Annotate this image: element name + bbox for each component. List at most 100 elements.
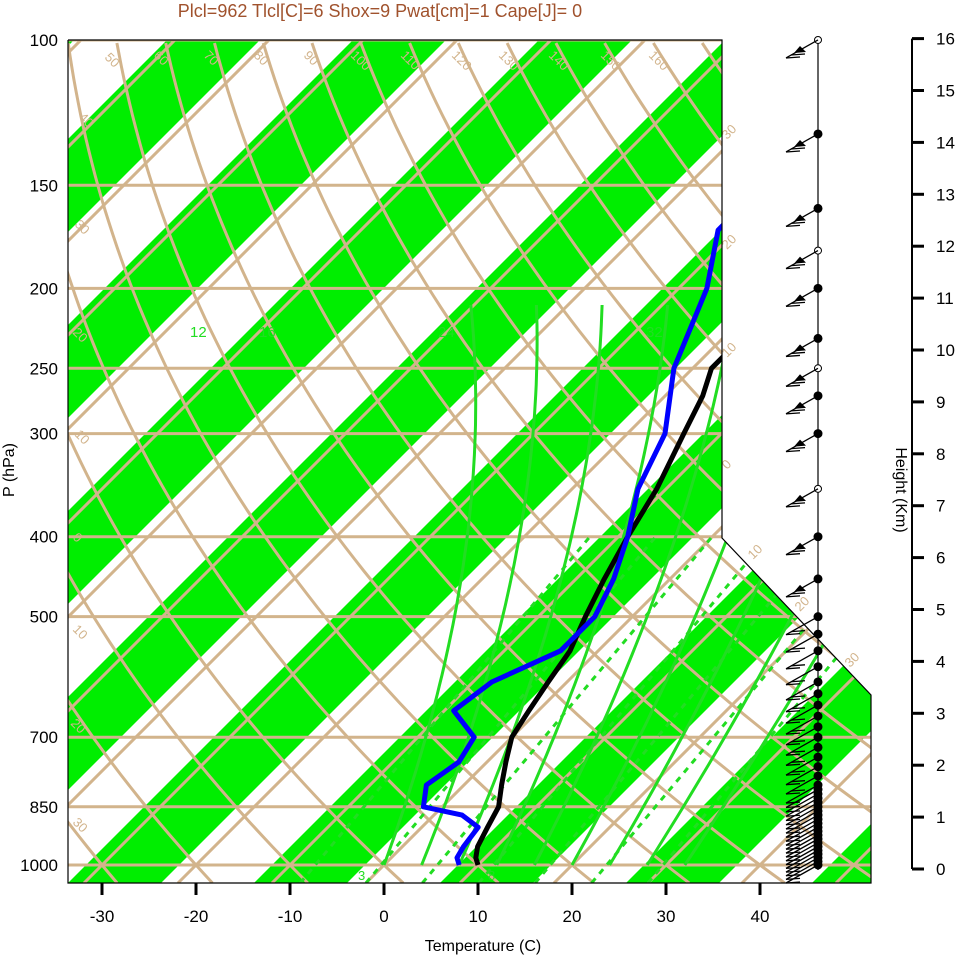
wind-barb-feather [785, 266, 801, 270]
dry-adiabat-line [68, 42, 309, 883]
wind-barb-feather [785, 805, 801, 809]
wind-barb-feather [790, 629, 806, 633]
isotherm-line [458, 40, 871, 883]
wind-barb-feather [790, 770, 806, 773]
height-tick-label: 14 [936, 133, 955, 152]
wind-barb-pennant [794, 139, 806, 147]
pressure-tick-label: 250 [30, 359, 58, 378]
wind-barb-pennant [794, 45, 806, 53]
x-axis-label: Temperature (C) [425, 938, 541, 955]
wind-barb-feather [790, 695, 806, 698]
wind-barb-feather [785, 855, 801, 858]
wind-barb-feather [790, 221, 806, 225]
wind-barb-feather [785, 650, 801, 653]
wind-barb-feather [785, 810, 801, 813]
wind-barb-feather [790, 680, 806, 683]
wind-barb-pennant [794, 256, 806, 264]
wind-barb-feather [785, 801, 801, 804]
wind-barb-feather [785, 683, 801, 686]
mixing-ratio-label: 3 [358, 868, 365, 883]
height-tick-label: 1 [936, 808, 945, 827]
dry-adiabat-line [68, 42, 405, 883]
height-tick-label: 11 [936, 289, 954, 308]
moist-adiabat-label: 16 [259, 324, 276, 341]
dry-adiabat-line [115, 42, 691, 883]
height-tick-label: 6 [936, 549, 945, 568]
dry-adiabat-line [68, 42, 214, 883]
wind-barb-feather [785, 412, 801, 415]
isotherm-line [176, 40, 871, 883]
height-tick-label: 0 [936, 860, 945, 879]
height-tick-label: 3 [936, 704, 945, 723]
wind-barb-feather [790, 53, 806, 56]
pressure-tick-label: 700 [30, 728, 58, 747]
wind-barb-feather [785, 595, 801, 598]
wind-barb-feather [790, 760, 806, 763]
isotherm-line [68, 40, 741, 883]
isotherm-line [68, 40, 835, 883]
dry-adiabat-line [68, 42, 595, 883]
isotherm-line [68, 40, 459, 883]
wind-barb-feather [790, 351, 806, 355]
wind-barb-feather [790, 263, 806, 267]
wind-barb-feather [790, 550, 806, 553]
wind-barb-feather [785, 851, 801, 854]
wind-barb-column [785, 35, 823, 884]
pressure-tick-label: 150 [30, 176, 58, 195]
chart-title: Plcl=962 Tlcl[C]=6 Shox=9 Pwat[cm]=1 Cap… [178, 1, 582, 21]
mixing-ratio-line [646, 537, 871, 883]
wind-barb-feather [785, 505, 801, 508]
temperature-axis: -30 -20 -10 0 10 20 30 40 [90, 883, 769, 926]
wind-barb-feather [785, 553, 801, 556]
isotherm-line [68, 40, 365, 883]
wind-barb [785, 853, 819, 873]
wind-barb-feather [785, 743, 801, 746]
wind-barb [785, 830, 819, 850]
temperature-tick-label: -10 [278, 907, 303, 926]
wind-barb [785, 826, 819, 846]
isotherm-label: 30 [70, 815, 91, 836]
wind-barb-feather [785, 763, 801, 766]
dry-adiabat-line [310, 42, 871, 883]
wind-barb-feather [785, 881, 801, 884]
isotherm-line [68, 40, 553, 883]
height-tick-label: 8 [936, 445, 945, 464]
pressure-tick-label: 1000 [20, 856, 58, 875]
wind-barb-pennant [794, 374, 806, 382]
dry-adiabat-line [603, 42, 871, 883]
wind-barb-pennant [794, 494, 806, 502]
wind-barb-feather [785, 831, 801, 834]
wind-barb-pennant [794, 214, 806, 222]
moist-adiabat-label: 24 [438, 324, 455, 341]
wind-barb-feather [785, 827, 801, 830]
wind-barb-pennant [794, 439, 806, 447]
wind-barb-feather [785, 56, 801, 59]
wind-barb-feather [785, 384, 801, 387]
height-tick-label: 5 [936, 601, 945, 620]
wind-barb [785, 814, 819, 834]
height-axis-label: Height (Km) [892, 447, 909, 532]
wind-barb-feather [790, 446, 806, 450]
wind-barb-feather [785, 866, 801, 870]
wind-barb [785, 846, 819, 866]
wind-barb-feather [790, 740, 806, 743]
height-tick-label: 7 [936, 497, 945, 516]
wind-barb-feather [785, 732, 801, 735]
dry-adiabat-line [68, 42, 500, 883]
moist-adiabat-line [457, 304, 604, 866]
wind-barb-feather [790, 718, 806, 721]
isotherm-line [646, 40, 871, 883]
dewpoint-line [420, 40, 871, 866]
isotherm-label: 10 [72, 427, 93, 448]
moist-adiabat-line [382, 304, 478, 866]
moist-adiabat-label: 32 [646, 324, 663, 341]
wind-barb-feather [785, 224, 801, 228]
pressure-tick-label: 400 [30, 528, 58, 547]
wind-barb-feather [785, 753, 801, 756]
sounding-profiles [420, 40, 871, 866]
height-tick-label: 10 [936, 341, 955, 360]
pressure-tick-label: 850 [30, 798, 58, 817]
wind-barb [785, 849, 819, 869]
